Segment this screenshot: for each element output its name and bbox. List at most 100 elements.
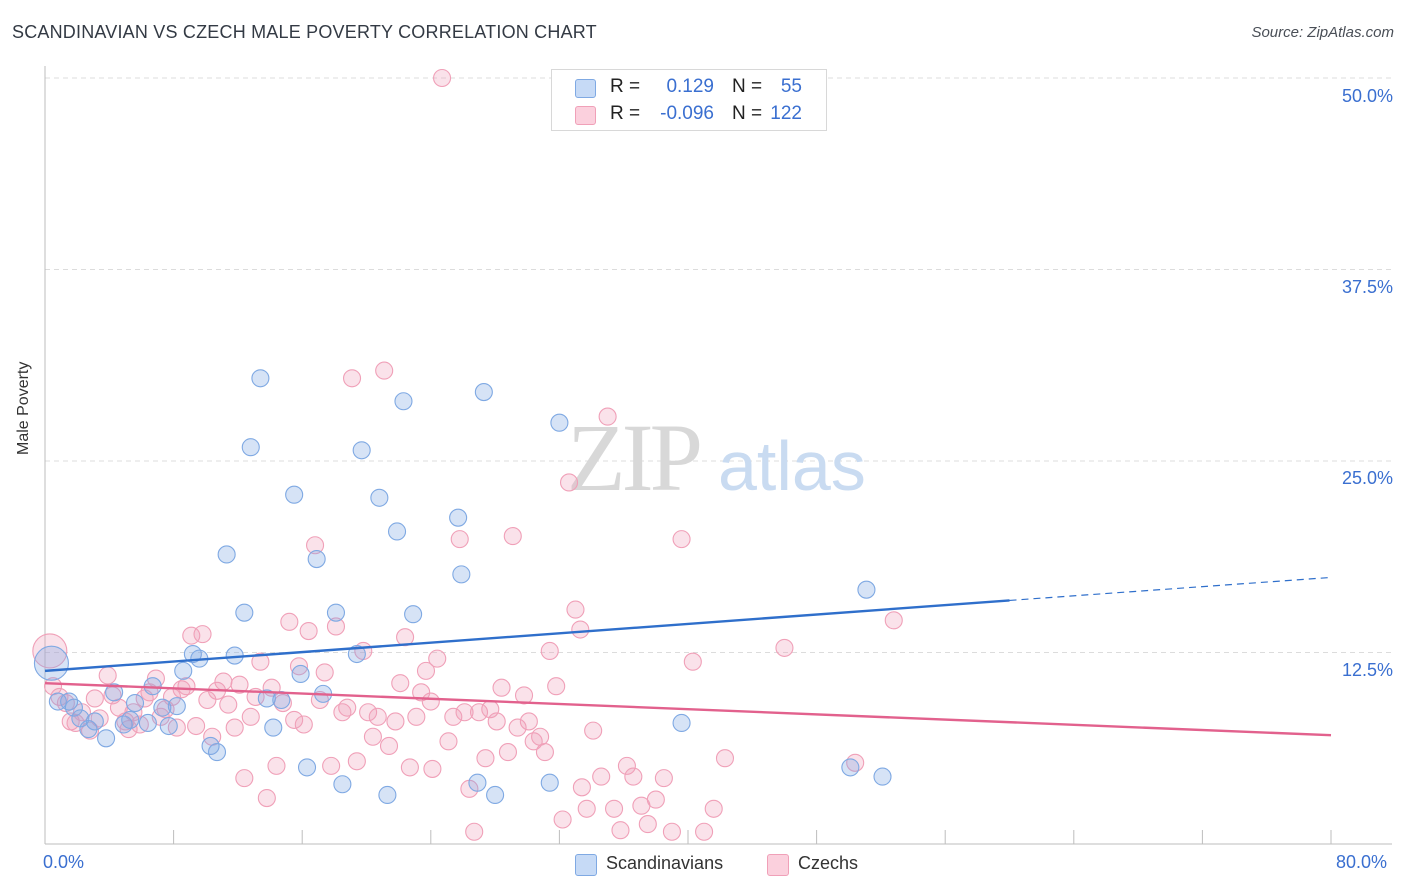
scandinavian-point — [217, 545, 236, 564]
legend-swatch-pink — [767, 854, 789, 876]
legend-swatch-blue — [575, 854, 597, 876]
scandinavian-point — [159, 716, 178, 736]
scandinavian-point — [452, 565, 471, 584]
czech-point — [605, 799, 624, 818]
czech-point — [32, 633, 68, 669]
czech-point — [638, 815, 657, 834]
czech-point — [386, 712, 405, 731]
czech-point — [553, 810, 572, 829]
czech-point — [465, 822, 484, 841]
czech-point — [315, 663, 334, 682]
czech-point — [455, 703, 474, 722]
stats-swatch-blue — [575, 79, 596, 98]
czech-point — [487, 712, 506, 731]
scandinavian-point — [468, 773, 487, 792]
stats-row-czechs: R = -0.096 N = 122 — [552, 101, 826, 128]
stats-row-scandinavians: R = 0.129 N = 55 — [552, 74, 826, 101]
czech-point — [407, 707, 426, 726]
czech-point — [428, 649, 447, 668]
czech-point — [326, 617, 346, 636]
czech-point — [347, 752, 366, 771]
czech-point — [267, 756, 286, 775]
czech-point — [611, 821, 630, 840]
scandinavian-point — [121, 710, 140, 729]
czech-point — [617, 756, 636, 775]
chart-title: SCANDINAVIAN VS CZECH MALE POVERTY CORRE… — [12, 22, 597, 42]
czech-point — [439, 732, 458, 751]
czech-point — [280, 612, 299, 631]
czech-point — [198, 690, 217, 710]
n-value: 122 — [770, 103, 802, 124]
scandinavian-point — [257, 689, 276, 708]
scandinavian-point — [241, 438, 260, 457]
scandinavian-point — [183, 644, 202, 664]
czech-point — [540, 641, 559, 661]
czech-point — [654, 769, 673, 788]
czech-point — [219, 695, 238, 714]
czech-point — [299, 622, 318, 641]
czech-point — [177, 677, 196, 696]
czech-point — [241, 707, 260, 726]
czech-point — [624, 767, 643, 786]
scandinavian-point — [251, 369, 270, 388]
scandinavian-point — [138, 713, 157, 733]
czech-point — [592, 767, 611, 786]
n-label: N = — [732, 76, 763, 97]
czech-point — [524, 732, 543, 751]
czech-point — [225, 718, 244, 737]
czech-point — [498, 743, 518, 762]
czech-point — [514, 686, 534, 705]
scandinavian-point — [167, 697, 186, 716]
czech-point — [492, 678, 511, 697]
czech-point — [508, 718, 527, 737]
scandinavian-point — [352, 441, 371, 460]
scandinavian-point — [370, 488, 389, 507]
scandinavian-point — [33, 645, 69, 681]
scandinavian-point — [125, 694, 145, 713]
scandinavian-point — [486, 785, 505, 805]
czech-point — [469, 703, 489, 722]
czech-point — [289, 657, 309, 676]
r-value: 0.129 — [666, 76, 714, 97]
czech-point — [251, 652, 270, 671]
scandinavian-point — [449, 508, 468, 527]
czech-point — [884, 611, 903, 630]
n-label: N = — [732, 103, 763, 124]
czech-point — [503, 527, 522, 546]
scandinavian-point — [307, 549, 326, 569]
czech-point — [433, 68, 452, 88]
scandinavian-point — [550, 413, 569, 432]
czech-point — [531, 727, 550, 746]
scandinavian-point — [540, 773, 559, 792]
czech-point — [235, 769, 254, 788]
scandinavian-trend-line — [44, 599, 1010, 673]
czech-point — [535, 743, 554, 762]
scandinavian-point — [97, 729, 116, 748]
scandinavian-point — [297, 758, 317, 777]
czech-point — [672, 530, 691, 549]
czech-point — [214, 672, 233, 691]
scandinavian-point — [841, 758, 860, 777]
czech-point — [476, 749, 495, 768]
czech-point — [566, 600, 585, 619]
legend-label: Czechs — [798, 853, 859, 873]
czech-point — [85, 689, 104, 708]
watermark: ZIP atlas — [567, 404, 866, 511]
czech-point — [571, 620, 590, 639]
czech-point — [230, 675, 249, 694]
czech-point — [342, 369, 362, 388]
r-label: R = — [610, 103, 641, 124]
czech-point — [450, 530, 469, 549]
czech-point — [182, 626, 201, 645]
watermark-atlas: atlas — [718, 427, 866, 505]
scandinavian-point — [174, 661, 193, 680]
czech-point — [416, 661, 436, 680]
scandinavian-point — [291, 664, 310, 683]
czech-point — [662, 822, 681, 841]
czech-point — [285, 710, 304, 729]
czech-point — [646, 790, 665, 809]
czech-point — [559, 473, 579, 492]
r-value: -0.096 — [660, 103, 714, 124]
x-tick-label-min: 0.0% — [43, 852, 85, 872]
czech-point — [683, 652, 702, 671]
